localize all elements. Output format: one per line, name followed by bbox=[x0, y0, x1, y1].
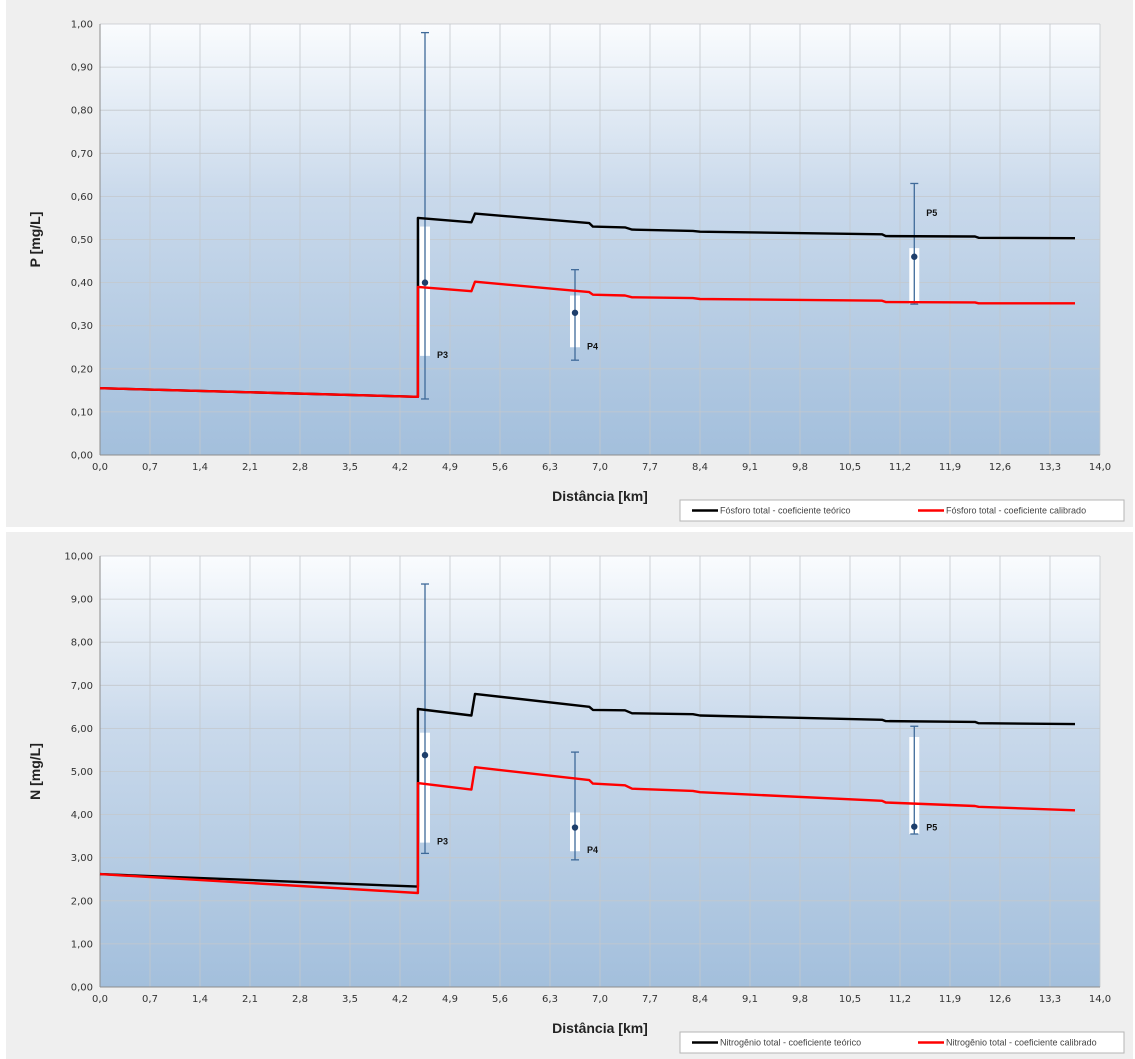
x-tick-label: 2,8 bbox=[292, 994, 308, 1005]
x-axis-title: Distância [km] bbox=[552, 1020, 648, 1036]
x-tick-label: 9,1 bbox=[742, 462, 758, 473]
y-tick-label: 0,40 bbox=[71, 278, 93, 289]
y-tick-label: 9,00 bbox=[71, 595, 93, 606]
y-tick-label: 3,00 bbox=[71, 853, 93, 864]
legend-box bbox=[679, 499, 1125, 522]
x-tick-label: 10,5 bbox=[839, 462, 861, 473]
series-line-1 bbox=[99, 766, 1076, 895]
x-tick-label: 5,6 bbox=[492, 994, 508, 1005]
point-label-P5: P5 bbox=[926, 208, 937, 218]
y-tick-label: 6,00 bbox=[71, 724, 93, 735]
legend-label-0: Fósforo total - coeficiente teórico bbox=[720, 506, 851, 516]
y-tick-label: 0,80 bbox=[71, 106, 93, 117]
nitrogen-chart-svg: 0,0 0,7 1,4 2,1 2,8 3,5 4,2 4,9 5,6 6,3 7,0 7,7 8,4 9… bbox=[27, 552, 1125, 1054]
x-tick-label: 2,8 bbox=[292, 462, 308, 473]
x-tick-label: 7,0 bbox=[592, 462, 608, 473]
x-tick-label: 4,2 bbox=[392, 994, 408, 1005]
y-tick-label: 0,50 bbox=[71, 235, 93, 246]
x-tick-label: 0,7 bbox=[142, 462, 158, 473]
y-tick-label: 0,90 bbox=[71, 63, 93, 74]
legend-label-1: Fósforo total - coeficiente calibrado bbox=[946, 506, 1086, 516]
y-tick-label: 0,00 bbox=[71, 451, 93, 462]
x-tick-label: 4,2 bbox=[392, 462, 408, 473]
x-tick-label: 6,3 bbox=[542, 462, 558, 473]
series-line-1 bbox=[99, 280, 1075, 398]
y-tick-label: 0,70 bbox=[71, 149, 93, 160]
y-axis-title: P [mg/L] bbox=[27, 212, 43, 268]
x-tick-label: 9,1 bbox=[742, 994, 758, 1005]
legend-label-0: Nitrogênio total - coeficiente teórico bbox=[720, 1038, 861, 1048]
legend-box bbox=[679, 1031, 1125, 1054]
x-tick-label: 11,2 bbox=[889, 994, 911, 1005]
y-tick-label: 1,00 bbox=[71, 20, 93, 31]
point-mean-P4 bbox=[571, 309, 579, 316]
x-tick-label: 7,7 bbox=[642, 994, 658, 1005]
x-tick-label: 8,4 bbox=[692, 462, 708, 473]
x-tick-label: 7,0 bbox=[592, 994, 608, 1005]
x-tick-label: 12,6 bbox=[989, 994, 1011, 1005]
x-tick-label: 14,0 bbox=[1089, 462, 1111, 473]
x-tick-label: 3,5 bbox=[342, 462, 358, 473]
x-axis-title: Distância [km] bbox=[552, 488, 648, 504]
point-mean-P3 bbox=[421, 751, 429, 759]
y-tick-label: 8,00 bbox=[71, 638, 93, 649]
y-tick-label: 2,00 bbox=[71, 896, 93, 907]
x-tick-label: 12,6 bbox=[989, 462, 1011, 473]
x-tick-label: 4,9 bbox=[442, 462, 458, 473]
y-tick-label: 4,00 bbox=[71, 810, 93, 821]
series-line-0 bbox=[99, 692, 1076, 888]
y-tick-label: 0,00 bbox=[71, 983, 93, 994]
x-tick-label: 2,1 bbox=[242, 462, 258, 473]
x-tick-label: 11,9 bbox=[939, 462, 961, 473]
x-tick-label: 4,9 bbox=[442, 994, 458, 1005]
x-tick-label: 11,2 bbox=[889, 462, 911, 473]
x-tick-label: 1,4 bbox=[192, 462, 208, 473]
point-mean-P4 bbox=[571, 824, 579, 831]
phosphorus-chart: 0,0 0,7 1,4 2,1 2,8 3,5 4,2 4,9 5,6 6,3 7,0 7,7 8,4 9… bbox=[6, 0, 1133, 527]
y-axis-title: N [mg/L] bbox=[27, 743, 43, 800]
x-tick-label: 9,8 bbox=[792, 462, 808, 473]
point-label-P3: P3 bbox=[437, 837, 448, 847]
nitrogen-chart: 0,0 0,7 1,4 2,1 2,8 3,5 4,2 4,9 5,6 6,3 7,0 7,7 8,4 9… bbox=[6, 532, 1133, 1059]
x-tick-label: 0,0 bbox=[92, 462, 108, 473]
x-tick-label: 8,4 bbox=[692, 994, 708, 1005]
legend-label-1: Nitrogênio total - coeficiente calibrado bbox=[946, 1038, 1097, 1048]
x-tick-label: 9,8 bbox=[792, 994, 808, 1005]
x-tick-label: 5,6 bbox=[492, 462, 508, 473]
point-label-P3: P3 bbox=[437, 350, 448, 360]
phosphorus-chart-svg: 0,0 0,7 1,4 2,1 2,8 3,5 4,2 4,9 5,6 6,3 7,0 7,7 8,4 9… bbox=[27, 20, 1125, 522]
x-tick-label: 13,3 bbox=[1039, 994, 1061, 1005]
x-tick-label: 0,7 bbox=[142, 994, 158, 1005]
x-tick-label: 7,7 bbox=[642, 462, 658, 473]
point-mean-P5 bbox=[911, 253, 918, 260]
x-tick-label: 11,9 bbox=[939, 994, 961, 1005]
x-tick-label: 13,3 bbox=[1039, 462, 1061, 473]
x-tick-label: 3,5 bbox=[342, 994, 358, 1005]
series-line-0 bbox=[99, 212, 1076, 398]
y-tick-label: 0,30 bbox=[71, 321, 93, 332]
point-label-P4: P4 bbox=[587, 341, 598, 351]
x-tick-label: 14,0 bbox=[1089, 994, 1111, 1005]
point-mean-P3 bbox=[421, 279, 429, 286]
y-tick-label: 0,20 bbox=[71, 364, 93, 375]
y-tick-label: 1,00 bbox=[71, 939, 93, 950]
point-mean-P5 bbox=[911, 823, 918, 830]
point-label-P4: P4 bbox=[587, 845, 598, 855]
x-tick-label: 6,3 bbox=[542, 994, 558, 1005]
x-tick-label: 1,4 bbox=[192, 994, 208, 1005]
y-tick-label: 5,00 bbox=[71, 767, 93, 778]
x-tick-label: 10,5 bbox=[839, 994, 861, 1005]
point-label-P5: P5 bbox=[926, 823, 937, 833]
y-tick-label: 10,00 bbox=[64, 552, 93, 563]
x-tick-label: 0,0 bbox=[92, 994, 108, 1005]
y-tick-label: 0,10 bbox=[71, 407, 93, 418]
y-tick-label: 7,00 bbox=[71, 681, 93, 692]
y-tick-label: 0,60 bbox=[71, 192, 93, 203]
x-tick-label: 2,1 bbox=[242, 994, 258, 1005]
